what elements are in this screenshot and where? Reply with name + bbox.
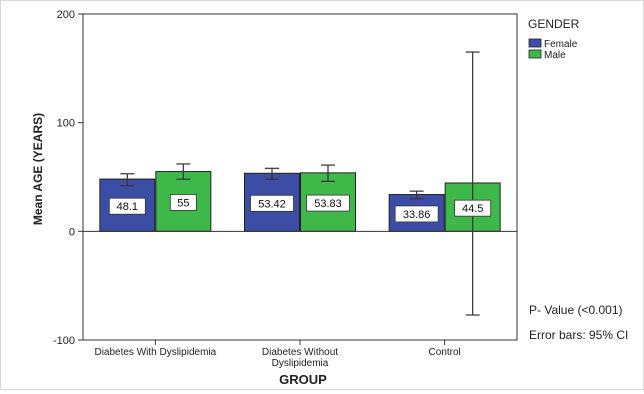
chart-annotation: P- Value (<0.001) bbox=[529, 303, 623, 317]
data-label: 48.1 bbox=[117, 201, 138, 213]
y-tick-label: 100 bbox=[57, 118, 75, 130]
x-tick-label: Diabetes With Dyslipidemia bbox=[94, 347, 216, 358]
x-axis-label: GROUP bbox=[279, 372, 327, 387]
legend-swatch-female bbox=[528, 38, 542, 48]
data-label-box bbox=[306, 194, 350, 212]
data-label-box bbox=[454, 199, 492, 217]
data-label-box bbox=[108, 197, 146, 215]
data-label: 53.42 bbox=[258, 198, 286, 210]
y-tick-label: 200 bbox=[57, 9, 75, 21]
y-tick-label: -100 bbox=[53, 335, 75, 347]
data-label: 33.86 bbox=[403, 209, 431, 221]
x-tick-label: Dyslipidemia bbox=[272, 358, 329, 369]
chart-annotation: Error bars: 95% CI bbox=[529, 328, 628, 342]
y-axis-label: Mean AGE (YEARS) bbox=[31, 113, 45, 225]
data-label: 44.5 bbox=[462, 203, 483, 215]
legend-swatch-male bbox=[528, 49, 542, 59]
data-label: 55 bbox=[177, 197, 189, 209]
legend-label-female: Female bbox=[544, 39, 578, 50]
data-label-box bbox=[250, 194, 294, 212]
data-label-box bbox=[169, 194, 197, 211]
x-tick-label: Control bbox=[429, 347, 461, 358]
y-tick-label: 0 bbox=[69, 226, 75, 238]
data-label-box bbox=[394, 205, 439, 223]
legend-label-male: Male bbox=[544, 50, 566, 61]
data-label: 53.83 bbox=[314, 198, 342, 210]
x-tick-label: Diabetes Without bbox=[262, 347, 338, 358]
legend-title: GENDER bbox=[528, 17, 580, 31]
